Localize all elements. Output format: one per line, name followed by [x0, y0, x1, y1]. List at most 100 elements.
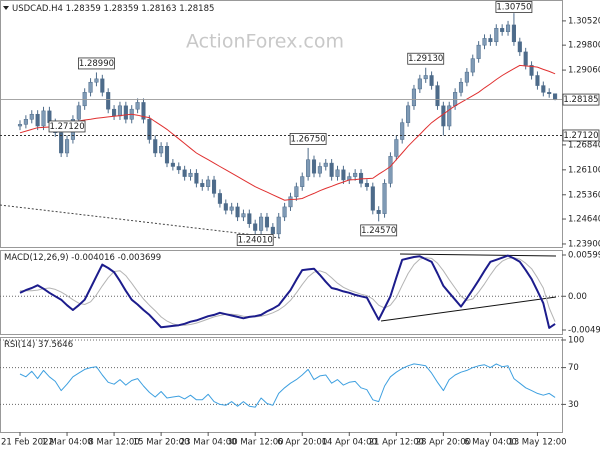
low: 1.28163	[141, 4, 176, 14]
candle-body	[517, 41, 522, 53]
candle-body	[458, 81, 464, 93]
annotation: 1.27120	[49, 122, 84, 132]
indicator: RSI(14)	[4, 340, 35, 350]
rsi-header: RSI(14) 37.5646	[4, 340, 73, 350]
candle-body	[23, 119, 28, 125]
candle-body	[176, 166, 181, 171]
y-tick-label: 30	[568, 400, 579, 410]
candle-body	[370, 186, 375, 211]
current-price: 1.28185	[563, 95, 598, 105]
symbol: USDCAD.H4	[12, 4, 63, 14]
x-tick-label: 14 Apr 04:00	[322, 438, 377, 448]
y-tick-label: 1.25360	[568, 190, 600, 200]
annotation: 1.28990	[79, 59, 114, 69]
menu-arrow	[3, 6, 9, 10]
candle-body	[553, 93, 558, 100]
candle-body	[35, 113, 40, 127]
close: 1.28185	[179, 4, 214, 14]
annotation: 1.29130	[408, 54, 443, 64]
candle-body	[182, 169, 187, 177]
candle-body	[100, 78, 105, 93]
candle-body	[276, 216, 281, 235]
candle-body	[523, 51, 528, 66]
candle-body	[541, 85, 546, 93]
candle-body	[435, 85, 440, 107]
annotation-box	[360, 224, 398, 237]
candle-body	[453, 92, 458, 107]
y-tick-label: 1.26100	[568, 165, 600, 175]
candle-body	[494, 28, 499, 43]
rsi-value: 37.5646	[38, 340, 73, 350]
signal-value: -0.003699	[118, 253, 162, 263]
annotation-box	[236, 234, 274, 246]
high: 1.28359	[104, 4, 139, 14]
annotation-box	[495, 1, 533, 13]
candle-body	[259, 216, 264, 231]
candle-body	[229, 206, 234, 211]
annotation-box	[407, 52, 445, 65]
candle-body	[382, 183, 387, 214]
macd-panel	[0, 250, 563, 335]
annotation: 1.24570	[361, 226, 396, 236]
trend-line	[0, 204, 281, 239]
candle-body	[123, 105, 128, 120]
candle-body	[235, 206, 240, 218]
y-tick-label: 1.29060	[568, 66, 600, 76]
candle-body	[64, 139, 70, 154]
candle-body	[394, 139, 399, 157]
candle-body	[270, 226, 275, 235]
candle-body	[76, 105, 81, 120]
candle-body	[406, 105, 411, 123]
candle-body	[482, 38, 487, 46]
candle-body	[135, 102, 140, 110]
candle-body	[470, 58, 475, 73]
price-header: USDCAD.H4 1.28359 1.28359 1.28163 1.2818…	[12, 4, 214, 14]
candle-body	[82, 92, 87, 107]
candle-body	[358, 172, 364, 184]
y-tick-label: 1.30520	[568, 16, 600, 26]
y-tick-label: 100	[568, 336, 584, 346]
candle-body	[400, 122, 405, 140]
candle-body	[159, 145, 164, 154]
candle-body	[547, 92, 552, 94]
candle-body	[535, 75, 540, 86]
candle-body	[476, 44, 481, 59]
candle-body	[294, 186, 299, 198]
candle-body	[106, 92, 111, 110]
candle-body	[141, 102, 146, 120]
candle-body	[200, 183, 205, 187]
annotation-box	[78, 57, 115, 70]
annotation: 1.30750	[496, 3, 531, 13]
candle-body	[323, 162, 328, 167]
y-tick-label: -0.004901	[568, 326, 600, 336]
x-tick-label: 8 Mar 12:00	[88, 438, 139, 448]
y-tick-label: 1.29800	[568, 41, 600, 51]
candle-body	[388, 156, 393, 184]
annotation-box	[289, 133, 327, 145]
indicator: MACD(12,26,9)	[4, 253, 69, 263]
candle-body	[441, 105, 446, 127]
open: 1.28359	[66, 4, 101, 14]
macd-value: -0.004016	[71, 253, 115, 263]
x-tick-label: 30 Mar 12:00	[227, 438, 284, 448]
candle-body	[164, 145, 170, 164]
candle-body	[311, 159, 317, 174]
macd-header: MACD(12,26,9) -0.004016 -0.003699	[4, 253, 161, 263]
candle-body	[300, 176, 305, 187]
x-tick-label: 28 Apr 20:00	[416, 438, 471, 448]
candle-body	[153, 139, 158, 154]
candle-body	[353, 172, 358, 177]
candle-body	[317, 166, 322, 174]
y-tick-label: 1.24640	[568, 215, 600, 225]
x-tick-label: 6 Apr 20:00	[277, 438, 327, 448]
annotation: 1.26750	[291, 134, 326, 144]
candle-body	[376, 210, 381, 214]
price-panel	[0, 0, 563, 248]
candle-body	[447, 105, 452, 127]
candle-body	[194, 172, 199, 184]
candle-body	[17, 124, 23, 127]
candle-body	[170, 162, 175, 167]
candle-body	[253, 223, 258, 231]
trend-line	[399, 253, 557, 257]
